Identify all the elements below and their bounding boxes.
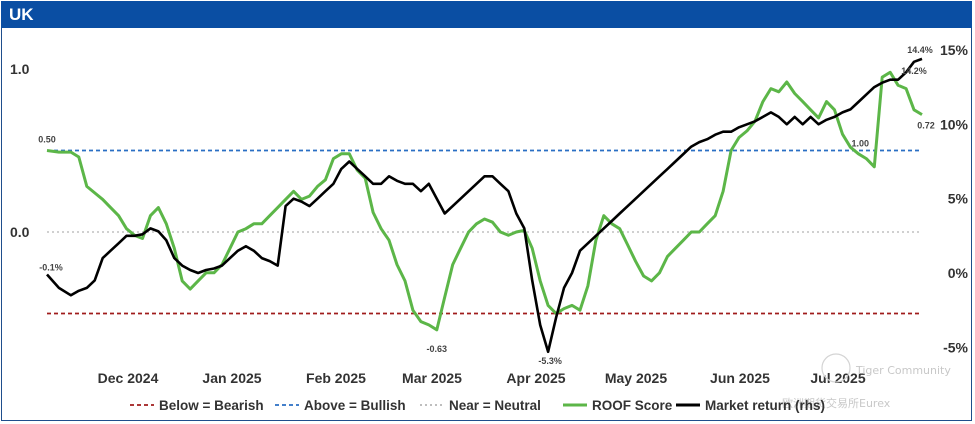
legend-entry: Below = Bearish <box>159 398 264 413</box>
data-label: 14.4% <box>907 45 933 55</box>
right-axis-tick: 5% <box>948 191 969 207</box>
watermark-logo-icon <box>821 353 851 383</box>
legend-entry: Above = Bullish <box>304 398 406 413</box>
chart-title-bar: UK <box>1 1 972 28</box>
x-axis-label: Jul 2025 <box>810 370 865 386</box>
left-axis-tick: 0.0 <box>10 224 30 240</box>
legend-entry: Market return (rhs) <box>705 398 825 413</box>
right-axis-tick: -5% <box>943 339 968 355</box>
x-axis-label: Apr 2025 <box>506 370 565 386</box>
data-label: 14.2% <box>901 66 927 76</box>
legend-entry: ROOF Score <box>592 398 673 413</box>
x-axis-label: Jan 2025 <box>202 370 261 386</box>
watermark-text: Tiger Community <box>855 364 951 377</box>
right-axis-tick: 10% <box>940 116 969 132</box>
x-axis-label: Jun 2025 <box>710 370 770 386</box>
x-axis-label: Mar 2025 <box>402 370 462 386</box>
right-axis-tick: 0% <box>948 265 969 281</box>
right-axis-tick: 15% <box>940 42 969 58</box>
left-axis-tick: 1.0 <box>10 61 30 77</box>
data-label: -0.1% <box>39 262 63 272</box>
data-label: 0.50 <box>38 135 56 145</box>
data-label: -0.63 <box>427 344 448 354</box>
watermark-text-2: 欧洲期货交易所Eurex <box>782 396 891 410</box>
market-return-line <box>46 57 923 354</box>
x-axis-label: Dec 2024 <box>98 370 159 386</box>
data-label: 1.00 <box>852 139 870 149</box>
x-axis-label: Feb 2025 <box>306 370 366 386</box>
legend-entry: Near = Neutral <box>449 398 541 413</box>
chart-title: UK <box>9 5 34 24</box>
data-label: -5.3% <box>538 356 562 366</box>
roof-score-line <box>46 70 923 332</box>
x-axis-label: May 2025 <box>605 370 667 386</box>
data-label: 0.72 <box>917 121 935 131</box>
